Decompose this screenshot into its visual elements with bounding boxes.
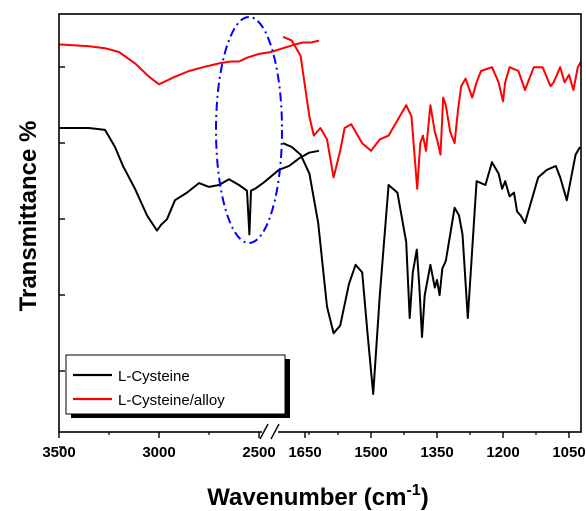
x-tick-label-1650: 1650 <box>288 444 321 461</box>
series-line-l-cysteine-alloy-low <box>282 35 581 190</box>
axis-break-marker <box>259 423 280 440</box>
series-line-l-cysteine-alloy-high <box>59 39 320 86</box>
legend-label-l-cysteine-alloy: L-Cysteine/alloy <box>118 392 225 409</box>
x-tick-label-3000: 3000 <box>142 444 175 461</box>
series-line-l-cysteine-low <box>282 142 581 395</box>
legend: L-Cysteine L-Cysteine/alloy <box>65 354 290 418</box>
highlight-ellipse <box>215 16 283 244</box>
axis-break-slash-left <box>259 423 269 440</box>
axis-break-slash-right <box>270 423 280 440</box>
x-tick-label-3500: 3500 <box>42 444 75 461</box>
legend-label-l-cysteine: L-Cysteine <box>118 368 190 385</box>
x-tick-label-2500: 2500 <box>242 444 275 461</box>
x-tick-label-1050: 1050 <box>552 444 585 461</box>
y-axis-title: Transmittance % <box>15 121 42 312</box>
plot-frame <box>58 13 582 433</box>
plot-area <box>59 16 581 395</box>
series-line-l-cysteine-high <box>59 127 320 236</box>
x-axis-ticks <box>58 432 570 438</box>
x-tick-label-1200: 1200 <box>486 444 519 461</box>
x-tick-label-1350: 1350 <box>420 444 453 461</box>
x-axis-tick-labels: 3500 3000 2500 1650 1500 1350 1200 1050 <box>42 444 585 461</box>
x-tick-label-1500: 1500 <box>354 444 387 461</box>
x-axis-title: Wavenumber (cm-1) <box>207 482 428 511</box>
legend-box <box>65 354 286 415</box>
y-axis-ticks <box>59 66 65 448</box>
